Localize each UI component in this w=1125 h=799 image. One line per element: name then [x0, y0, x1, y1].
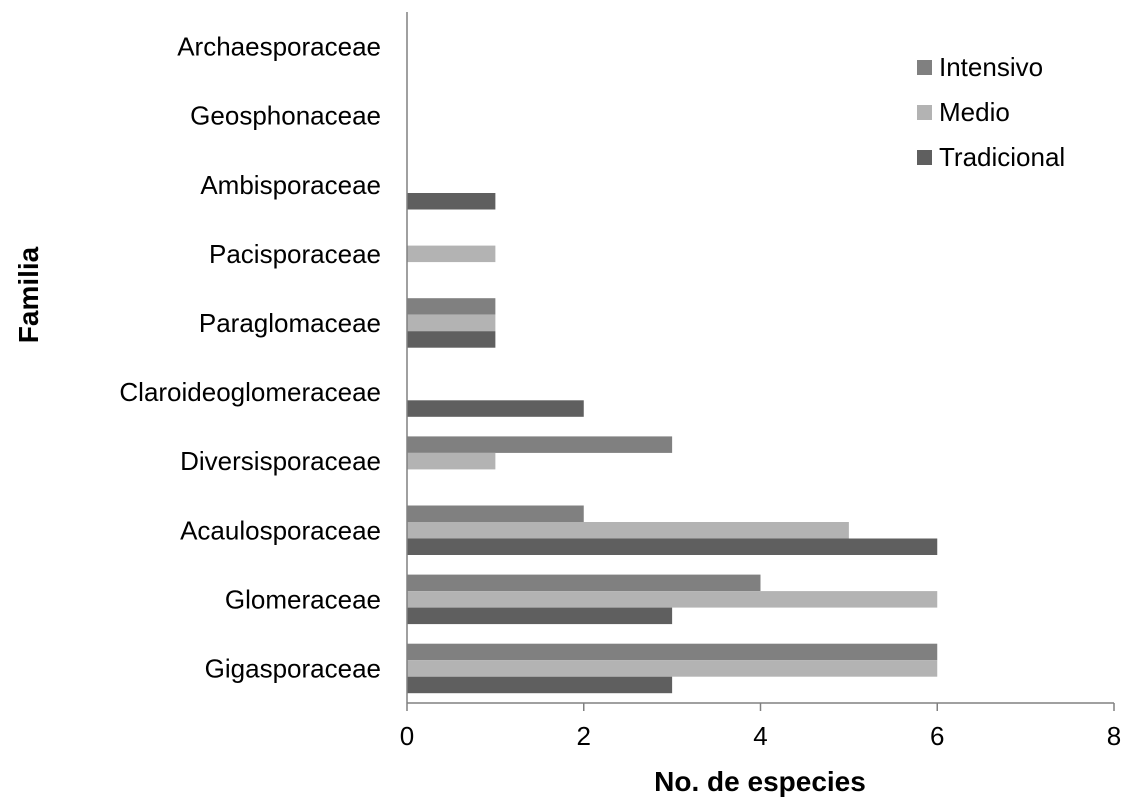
category-label: Claroideoglomeraceae [119, 377, 381, 407]
x-tick-label: 8 [1107, 721, 1121, 751]
category-labels: Archaesporaceae Geosphonaceae Ambisporacea… [119, 32, 381, 684]
category-label: Paraglomaceae [199, 308, 381, 338]
bar-tradicional-gigasporaceae [407, 676, 673, 694]
bars-layer [407, 193, 938, 694]
legend-label-medio: Medio [939, 97, 1010, 127]
bar-medio-diversisporaceae [407, 452, 496, 470]
bar-tradicional-ambisporaceae [407, 193, 496, 210]
legend-swatch-tradicional [917, 150, 932, 165]
legend: Intensivo Medio Tradicional [917, 52, 1065, 172]
legend-swatch-intensivo [917, 60, 932, 75]
legend-label-intensivo: Intensivo [939, 52, 1043, 82]
x-ticks: 0 2 4 6 8 [400, 703, 1121, 751]
bar-tradicional-acaulosporaceae [407, 538, 938, 555]
y-axis-title: Familia [13, 246, 44, 343]
x-tick-label: 4 [753, 721, 767, 751]
bar-medio-acaulosporaceae [407, 522, 849, 539]
category-label: Diversisporaceae [180, 446, 381, 476]
bar-intensivo-gigasporaceae [407, 643, 938, 661]
category-label: Glomeraceae [225, 584, 381, 614]
category-label: Geosphonaceae [190, 101, 381, 131]
category-label: Acaulosporaceae [180, 515, 381, 545]
bar-intensivo-paraglomaceae [407, 298, 496, 315]
category-label: Archaesporaceae [177, 32, 381, 62]
bar-medio-glomeraceae [407, 591, 938, 608]
x-tick-label: 6 [930, 721, 944, 751]
x-tick-label: 2 [577, 721, 591, 751]
category-label: Pacisporaceae [209, 239, 381, 269]
category-label: Ambisporaceae [200, 170, 381, 200]
bar-tradicional-glomeraceae [407, 607, 673, 625]
bar-medio-paraglomaceae [407, 314, 496, 332]
x-tick-label: 0 [400, 721, 414, 751]
category-label: Gigasporaceae [205, 653, 381, 683]
bar-intensivo-acaulosporaceae [407, 505, 584, 522]
bar-tradicional-paraglomaceae [407, 331, 496, 348]
legend-label-tradicional: Tradicional [939, 142, 1065, 172]
bar-intensivo-diversisporaceae [407, 436, 673, 453]
bar-tradicional-claroideoglomeraceae [407, 400, 584, 417]
x-axis-title: No. de especies [654, 766, 866, 797]
bar-intensivo-glomeraceae [407, 574, 761, 592]
bar-medio-gigasporaceae [407, 660, 938, 677]
bar-medio-pacisporaceae [407, 245, 496, 263]
legend-swatch-medio [917, 105, 932, 120]
